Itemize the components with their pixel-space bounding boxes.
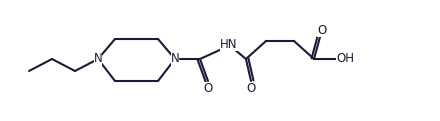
Text: O: O bbox=[203, 82, 213, 95]
Text: HN: HN bbox=[220, 38, 238, 50]
Text: O: O bbox=[246, 82, 256, 95]
Text: N: N bbox=[171, 53, 180, 65]
Text: OH: OH bbox=[336, 53, 354, 65]
Text: O: O bbox=[317, 23, 326, 37]
Text: N: N bbox=[94, 53, 103, 65]
